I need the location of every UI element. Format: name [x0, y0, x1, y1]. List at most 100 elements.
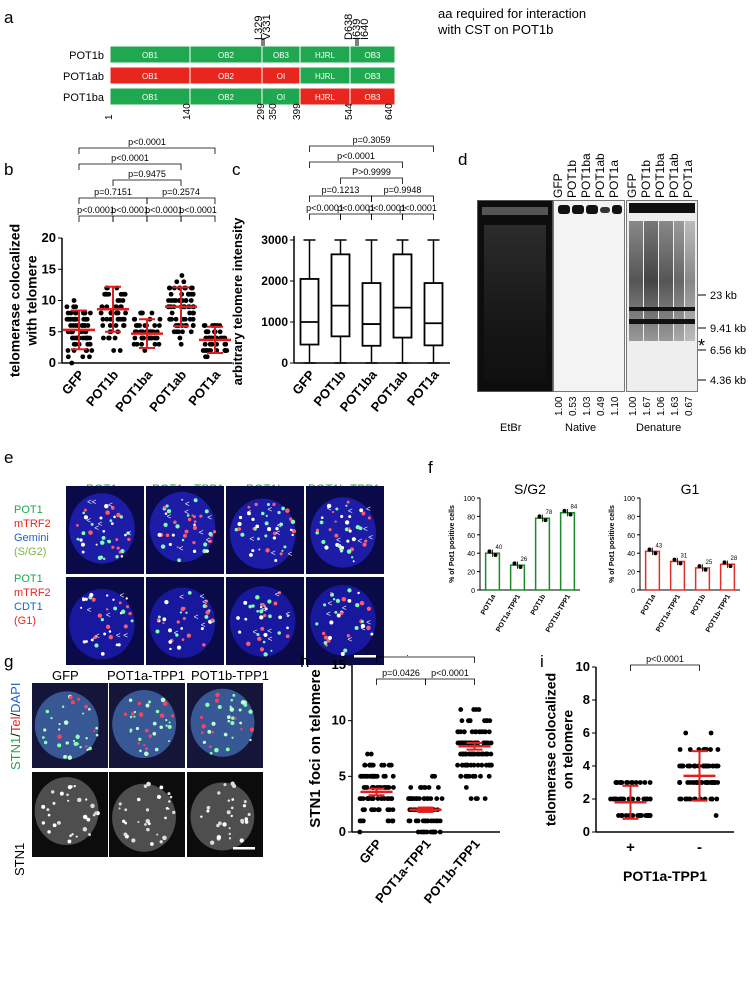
- p-value-label: p<0.0001: [77, 205, 115, 215]
- data-point: [73, 310, 79, 316]
- data-point: [64, 304, 70, 310]
- data-point: [486, 773, 492, 779]
- focus-dot: [348, 529, 352, 533]
- focus-dot: [256, 633, 260, 637]
- focus-dot: [208, 745, 212, 749]
- arrowhead-marker: <: [174, 629, 179, 638]
- micro-g-column-pot1a-tpp1: POT1a-TPP1: [107, 668, 186, 683]
- data-point: [203, 348, 209, 353]
- focus-dot: [231, 716, 235, 720]
- y-tick-label: 6: [583, 725, 590, 740]
- focus-dot: [120, 549, 125, 554]
- focus-dot: [326, 503, 332, 509]
- data-point: [80, 354, 86, 360]
- native-lane-label: POT1b: [565, 160, 579, 198]
- data-point: [709, 780, 715, 785]
- focus-dot: [248, 709, 253, 714]
- data-point: [190, 323, 196, 328]
- focus-dot: [157, 615, 161, 619]
- p-value-label: p<0.0001: [646, 655, 684, 664]
- focus-dot: [359, 508, 364, 513]
- data-point: [134, 341, 140, 347]
- focus-dot: [244, 817, 249, 821]
- arrowhead-marker: <: [342, 603, 347, 612]
- focus-dot: [228, 837, 232, 840]
- data-point: [106, 335, 111, 341]
- focus-dot: [67, 839, 72, 844]
- data-point: [424, 818, 430, 824]
- focus-dot: [71, 833, 74, 836]
- bar-point: [678, 561, 683, 566]
- data-point: [424, 796, 430, 801]
- focus-dot: [129, 728, 133, 732]
- focus-dot: [347, 588, 352, 593]
- focus-dot: [344, 527, 349, 532]
- data-point: [621, 796, 627, 802]
- arrowhead-marker: <: [267, 505, 272, 514]
- scale-bar: [354, 655, 376, 658]
- data-point: [133, 323, 139, 328]
- focus-dot: [272, 502, 276, 506]
- focus-dot: [162, 617, 167, 622]
- focus-dot: [347, 599, 351, 602]
- data-point: [472, 773, 478, 779]
- data-point: [388, 796, 394, 801]
- focus-dot: [185, 611, 188, 614]
- data-point: [104, 304, 110, 310]
- x-category-label: POT1a: [480, 593, 497, 616]
- focus-dot: [205, 702, 210, 708]
- micrograph-stn1-merge-2: [109, 683, 185, 768]
- focus-dot: [263, 613, 267, 618]
- denature-lane-label: POT1a: [681, 160, 695, 198]
- bar: [559, 511, 576, 591]
- scale-bar: [233, 847, 255, 850]
- focus-dot: [165, 807, 169, 810]
- focus-dot: [264, 534, 268, 538]
- focus-dot: [247, 505, 251, 509]
- focus-dot: [346, 500, 350, 504]
- focus-dot: [46, 808, 50, 812]
- focus-dot: [181, 638, 185, 642]
- focus-dot: [100, 618, 104, 622]
- residue-label: D638: [343, 14, 355, 40]
- focus-dot: [320, 516, 324, 519]
- focus-dot: [137, 742, 141, 745]
- focus-dot: [165, 719, 168, 722]
- focus-dot: [97, 555, 103, 561]
- focus-dot: [222, 822, 227, 827]
- row1-label-phase: (S/G2): [14, 546, 47, 558]
- focus-dot: [50, 716, 53, 720]
- focus-dot: [354, 626, 359, 631]
- data-point: [616, 813, 621, 818]
- significance-bracket: [630, 664, 700, 671]
- data-point: [108, 316, 114, 322]
- p-value-label: p=0.7151: [94, 187, 132, 197]
- p-value-label: p<0.0001: [306, 203, 344, 213]
- focus-dot: [105, 608, 109, 611]
- y-axis-label: telomerase colocalizedwith telomere: [7, 224, 40, 377]
- focus-dot: [200, 731, 204, 734]
- data-point: [181, 279, 187, 285]
- focus-dot: [247, 511, 251, 516]
- data-point: [617, 780, 623, 785]
- micro-g-column-gfp: GFP: [52, 668, 79, 683]
- data-point: [408, 785, 414, 790]
- data-point: [426, 785, 432, 790]
- micro-g-row1-label: STN1/Tel/DAPI: [8, 682, 23, 770]
- data-point: [439, 796, 445, 801]
- row2-label-mtrf2: mTRF2: [14, 587, 51, 599]
- arrowhead-marker: <: [361, 624, 366, 633]
- focus-dot: [183, 533, 187, 538]
- data-point: [637, 813, 642, 818]
- focus-dot: [361, 511, 366, 516]
- bar-n-label: 28: [731, 556, 738, 562]
- data-point: [100, 316, 106, 322]
- focus-dot: [352, 560, 355, 563]
- data-point: [644, 796, 650, 802]
- data-point: [166, 285, 172, 291]
- data-point: [418, 829, 424, 835]
- focus-dot: [238, 515, 243, 520]
- focus-dot: [108, 630, 112, 633]
- focus-dot: [61, 705, 65, 708]
- focus-dot: [150, 842, 154, 846]
